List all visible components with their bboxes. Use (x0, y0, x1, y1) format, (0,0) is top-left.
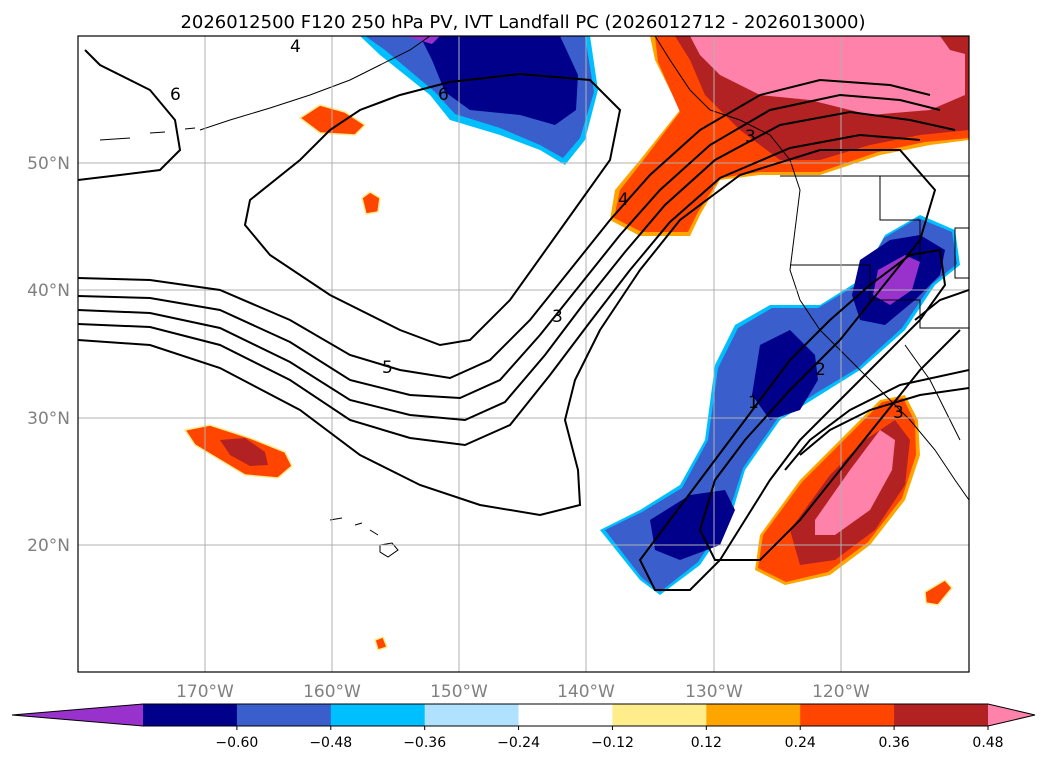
colorbar-swatch (800, 704, 895, 726)
colorbar-tick-label: 0.24 (785, 735, 816, 751)
contour-label: 4 (618, 190, 629, 210)
longitude-labels: 170°W 160°W 150°W 140°W 130°W 120°W (176, 682, 870, 702)
map-frame (77, 35, 970, 673)
colorbar-tick-label: 0.48 (972, 735, 1003, 751)
lon-label: 170°W (176, 682, 234, 702)
colorbar-swatch (330, 704, 426, 726)
figure-title: 2026012500 F120 250 hPa PV, IVT Landfall… (180, 12, 865, 33)
contour-4 (78, 93, 941, 400)
colorbar-tick-label: 0.36 (879, 735, 910, 751)
colorbar-swatch (143, 704, 238, 726)
contour-labels: 6 6 5 4 3 3 2 1 4 3 (170, 37, 904, 423)
colorbar-swatch (612, 704, 707, 726)
colorbar-tick-label: −0.60 (215, 735, 258, 751)
contour-3 (78, 110, 956, 422)
contour-label: 1 (748, 393, 759, 413)
contour-label: 4 (290, 37, 301, 57)
lon-label: 130°W (685, 682, 743, 702)
lat-label: 20°N (27, 536, 70, 556)
contour-5 (78, 78, 931, 380)
colorbar-tick-label: 0.12 (691, 735, 722, 751)
contour-label: 2 (815, 360, 826, 380)
latitude-labels: 50°N 40°N 30°N 20°N (27, 154, 70, 556)
lon-label: 160°W (303, 682, 361, 702)
contour-1 (78, 149, 961, 561)
lon-label: 140°W (557, 682, 615, 702)
contour-2 (78, 133, 921, 447)
contour-label: 3 (893, 403, 904, 423)
colorbar: −0.60 −0.48 −0.36 −0.24 −0.12 0.12 0.24 0.36 0.4… (11, 703, 1036, 751)
lat-label: 40°N (27, 281, 70, 301)
colorbar-extend-low (12, 704, 143, 726)
colorbar-tick-label: −0.24 (497, 735, 540, 751)
contour-6-west (78, 49, 182, 181)
colorbar-tick-label: −0.36 (403, 735, 446, 751)
contour-6-closed (243, 72, 622, 347)
lon-label: 150°W (430, 682, 488, 702)
lat-label: 50°N (27, 154, 70, 174)
map-panel: 6 6 5 4 3 3 2 1 4 3 (77, 35, 970, 673)
contour-closed-southwest (638, 248, 947, 591)
colorbar-swatch (706, 704, 801, 726)
colorbar-swatch (236, 704, 332, 726)
contour-label: 3 (552, 307, 563, 327)
colorbar-swatch (894, 704, 989, 726)
contour-label: 3 (745, 127, 756, 147)
lat-label: 30°N (27, 409, 70, 429)
colorbar-tick-label: −0.48 (309, 735, 352, 751)
hawaii (329, 517, 399, 558)
colorbar-extend-high (988, 704, 1035, 726)
colorbar-swatch (424, 704, 520, 726)
coastlines (99, 36, 969, 558)
positive-anomaly-small-2 (361, 191, 381, 215)
colorbar-tick-label: −0.12 (591, 735, 634, 751)
contour-label: 6 (438, 85, 449, 105)
contour-label: 6 (170, 85, 181, 105)
colorbar-swatch (518, 704, 613, 726)
colorbar-outline (11, 703, 1036, 727)
lon-label: 120°W (812, 682, 870, 702)
alaska-coast (199, 36, 431, 131)
contour-label: 5 (382, 358, 393, 378)
pv-contours (78, 49, 969, 591)
